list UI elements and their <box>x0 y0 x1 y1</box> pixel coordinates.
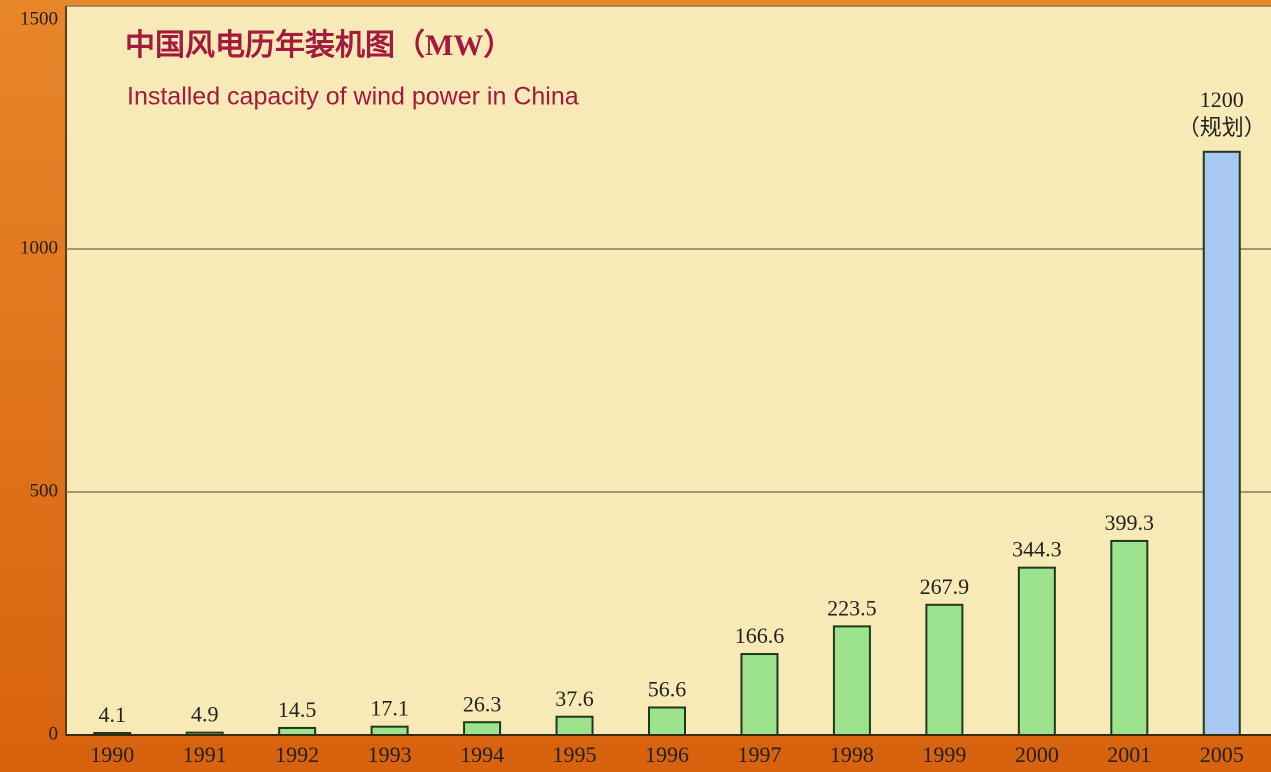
bar <box>1110 539 1149 736</box>
bar <box>463 721 502 737</box>
value-label: 1200 <box>1200 87 1244 112</box>
x-tick-label: 1991 <box>183 742 227 767</box>
x-tick-label: 1998 <box>830 742 874 767</box>
x-tick-label: 2001 <box>1107 742 1151 767</box>
y-tick-label: 1500 <box>20 8 58 29</box>
bar <box>278 726 317 737</box>
value-label: 4.1 <box>98 702 126 727</box>
x-tick-label: 1994 <box>460 742 504 767</box>
bar <box>832 625 871 737</box>
value-label: 223.5 <box>827 595 877 620</box>
chart-title: 中国风电历年装机图（MW） <box>125 28 513 62</box>
value-label: 166.6 <box>735 623 785 648</box>
value-label: 37.6 <box>555 686 594 711</box>
value-label: 4.9 <box>191 702 219 727</box>
value-label: 56.6 <box>648 677 687 702</box>
x-tick-label: 1996 <box>645 742 689 767</box>
y-tick-label: 500 <box>30 480 59 501</box>
chart-subtitle: Installed capacity of wind power in Chin… <box>127 83 579 111</box>
value-label: 344.3 <box>1012 537 1062 562</box>
bar <box>370 725 409 736</box>
x-tick-label: 1999 <box>922 742 966 767</box>
x-tick-label: 2005 <box>1200 742 1244 767</box>
bar <box>1017 566 1056 737</box>
value-label: 26.3 <box>463 691 502 716</box>
y-tick-label: 1000 <box>20 237 58 258</box>
x-tick-label: 1993 <box>368 742 412 767</box>
bar <box>1202 150 1241 737</box>
value-label: 267.9 <box>920 574 970 599</box>
value-label: 14.5 <box>278 697 317 722</box>
bar <box>555 715 594 736</box>
bar <box>648 706 686 736</box>
y-tick-label: 0 <box>49 723 59 744</box>
value-label: 17.1 <box>370 696 409 721</box>
bar <box>740 653 779 737</box>
x-tick-label: 2000 <box>1015 742 1059 767</box>
x-tick-label: 1992 <box>275 742 319 767</box>
x-tick-label: 1995 <box>553 742 597 767</box>
bar <box>925 603 964 736</box>
value-label: 399.3 <box>1105 510 1155 535</box>
annotation: （规划） <box>1178 115 1266 140</box>
plot-area <box>66 6 1271 735</box>
x-tick-label: 1990 <box>90 742 134 767</box>
x-tick-label: 1997 <box>737 742 781 767</box>
